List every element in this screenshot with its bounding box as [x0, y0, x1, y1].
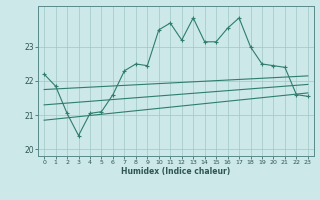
- X-axis label: Humidex (Indice chaleur): Humidex (Indice chaleur): [121, 167, 231, 176]
